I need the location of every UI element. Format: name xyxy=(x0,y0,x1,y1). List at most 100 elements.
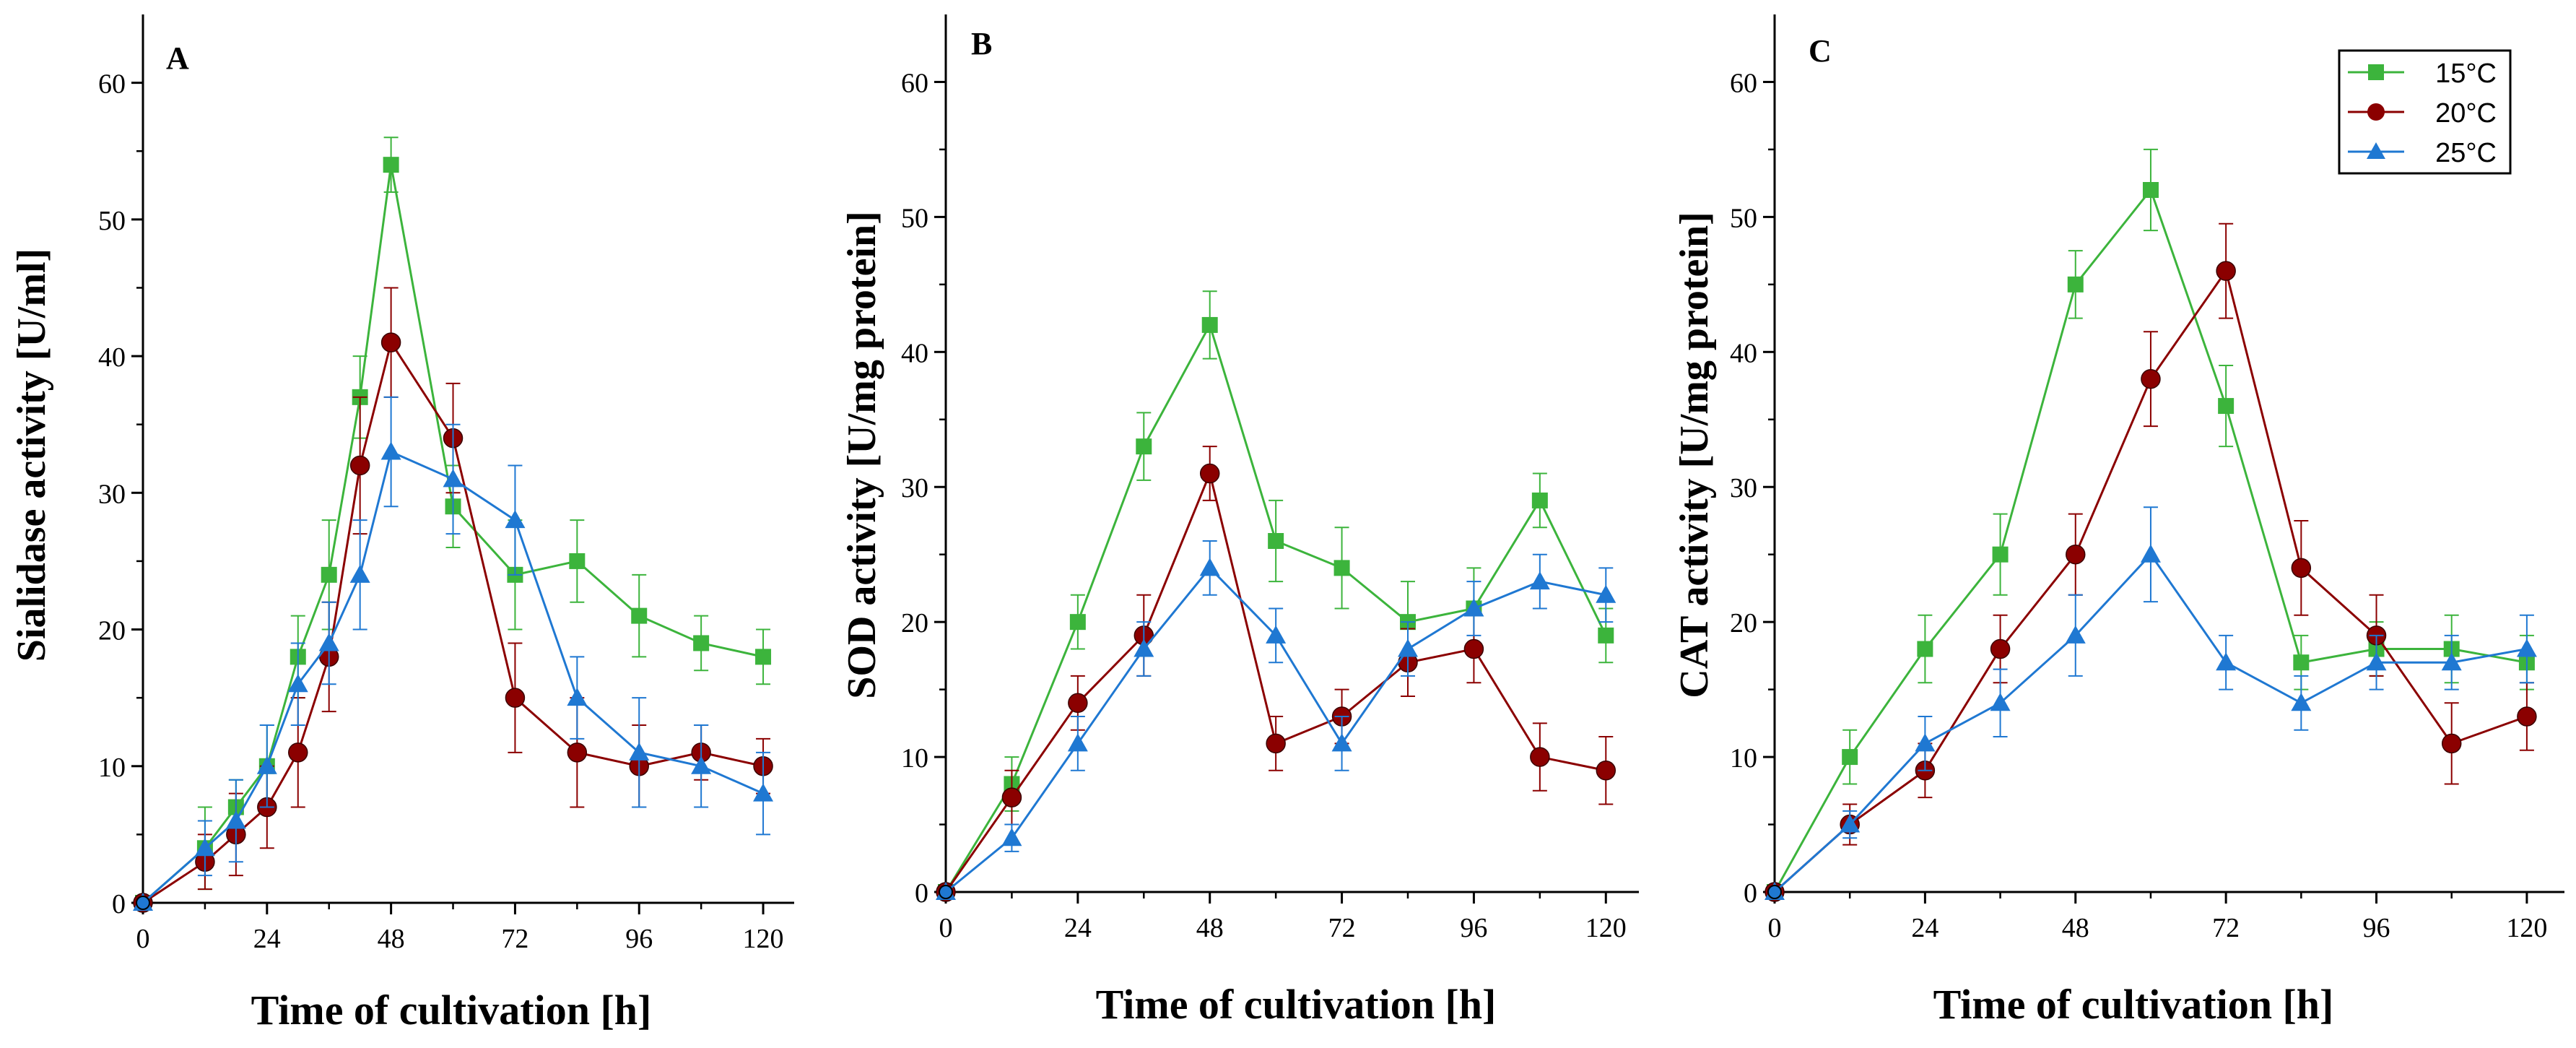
panel-c-ylabel: CAT activity [U/mg protein] xyxy=(1672,212,1717,698)
panel-c-x-tick-label: 120 xyxy=(2506,913,2547,943)
panel-c-y-tick-label: 50 xyxy=(1730,203,1757,233)
panel-c-point-25c xyxy=(2291,693,2312,711)
panel-a-point-25c xyxy=(380,441,401,460)
panel-b-ylabel: SOD activity [U/mg protein] xyxy=(840,211,884,699)
panel-b-y-tick-label: 30 xyxy=(901,473,928,503)
panel-a-y-tick-label: 10 xyxy=(98,753,126,783)
panel-b-point-20c xyxy=(1596,761,1616,781)
panel-a-point-25c xyxy=(225,810,246,829)
panel-c-point-15c xyxy=(1917,641,1933,657)
panel-a-line-25c xyxy=(142,450,764,904)
panel-b-y-tick-label: 10 xyxy=(901,743,928,774)
panel-a-ylabel: Sialidase activity [U/ml] xyxy=(9,248,54,662)
panel-a-point-25c xyxy=(567,688,588,706)
panel-c-point-25c xyxy=(2516,638,2537,657)
panel-b-point-25c xyxy=(1398,638,1418,657)
panel-a-x-tick-label: 72 xyxy=(501,924,528,954)
panel-b-x-tick-label: 0 xyxy=(939,913,953,943)
panel-c-label: C xyxy=(1809,33,1832,69)
panel-b-point-20c xyxy=(1068,693,1088,714)
panel-c-point-25c xyxy=(2216,652,2237,671)
panel-a-point-15c xyxy=(383,157,399,173)
panel-b-point-20c xyxy=(1463,638,1484,659)
panel-b-point-15c xyxy=(1598,627,1614,644)
panel-c-point-25c xyxy=(2140,544,2161,563)
panel-c-point-15c xyxy=(2293,654,2310,671)
panel-c-point-15c xyxy=(1842,749,1858,766)
panel-c-y-tick-label: 10 xyxy=(1730,743,1757,774)
panel-a-y-tick-label: 0 xyxy=(112,889,126,919)
panel-c-point-25c xyxy=(1990,693,2011,711)
panel-c-y-tick-label: 30 xyxy=(1730,473,1757,503)
panel-b-point-15c xyxy=(1531,492,1548,508)
panel-a-point-15c xyxy=(631,607,648,624)
panel-a-point-20c xyxy=(349,455,370,476)
panel-b-point-20c xyxy=(1530,747,1550,767)
panel-a-point-15c xyxy=(755,649,772,665)
panel-b-point-25c xyxy=(1266,625,1287,644)
panel-c-plot: 0 10 20 30 40 50 60 0 24 48 72 96 120 xyxy=(1730,14,2564,943)
panel-c-line-25c xyxy=(1773,553,2528,893)
panel-b-point-15c xyxy=(1268,533,1284,549)
panel-a-point-15c xyxy=(321,566,337,583)
panel-c-point-20c xyxy=(1990,638,2011,659)
panel-b-xlabel: Time of cultivation [h] xyxy=(1096,981,1497,1028)
panel-a-point-20c xyxy=(505,688,526,708)
panel-c-y-tick-label: 0 xyxy=(1744,878,1757,909)
panel-b-plot: 0 10 20 30 40 50 60 0 24 48 72 96 120 xyxy=(901,14,1639,943)
panel-b-point-25c xyxy=(1067,733,1088,752)
panel-a-point-20c xyxy=(380,332,401,352)
panel-c-point-25c xyxy=(2366,652,2387,671)
panel-c-point-20c xyxy=(2291,558,2312,579)
panel-a-plot: 0 10 20 30 40 50 60 0 24 48 72 96 120 xyxy=(98,14,794,954)
panel-b-y-tick-label: 40 xyxy=(901,338,928,368)
panel-c-point-20c xyxy=(2517,706,2537,727)
panel-b-point-20c xyxy=(1266,733,1286,754)
panel-a-point-25c xyxy=(194,838,215,857)
panel-a-x-tick-label: 120 xyxy=(743,924,784,954)
panel-b-point-25c xyxy=(1133,638,1154,657)
legend-marker-20c xyxy=(2367,103,2385,121)
panel-a-point-25c xyxy=(256,755,277,774)
legend-marker-15c xyxy=(2368,64,2384,80)
panel-a-y-tick-label: 20 xyxy=(98,616,126,646)
panel-b-origin-point xyxy=(939,885,953,899)
panel-a-point-25c xyxy=(318,633,339,651)
panel-b-label: B xyxy=(971,26,992,61)
panel-c-x-tick-label: 0 xyxy=(1768,913,1782,943)
legend-label-25c: 25°C xyxy=(2435,138,2497,168)
panel-c-point-15c xyxy=(2142,182,2159,198)
panel-b-point-15c xyxy=(1201,316,1218,333)
panel-c-point-15c xyxy=(1992,546,2009,563)
panel-c-y-tick-label: 60 xyxy=(1730,68,1757,98)
panel-c-origin-point xyxy=(1767,885,1782,899)
panel-b-point-25c xyxy=(1463,598,1484,617)
panel-a-point-25c xyxy=(443,469,464,488)
panel-c-point-15c xyxy=(2067,276,2084,293)
panel-c-point-25c xyxy=(1915,733,1936,752)
panel-a-y-tick-label: 50 xyxy=(98,206,126,236)
legend-item-25c: 25°C xyxy=(2348,138,2497,168)
panel-c-point-20c xyxy=(2441,733,2462,754)
panel-b-point-15c xyxy=(1136,438,1152,455)
panel-a-y-tick-label: 40 xyxy=(98,342,126,373)
panel-b-point-20c xyxy=(1199,463,1220,484)
panel-c-point-20c xyxy=(2066,544,2086,565)
panel-c-xlabel: Time of cultivation [h] xyxy=(1933,981,2334,1028)
panel-c-x-tick-label: 24 xyxy=(1911,913,1938,943)
panel-b-x-tick-label: 24 xyxy=(1064,913,1092,943)
panel-b-point-25c xyxy=(1001,828,1022,846)
panel-c-point-25c xyxy=(2065,625,2086,644)
panel-c-point-20c xyxy=(2141,368,2161,389)
panel-c-point-15c xyxy=(2218,398,2235,415)
panel-c-x-tick-label: 72 xyxy=(2212,913,2240,943)
panel-b-series-15c xyxy=(938,290,1614,900)
panel-b-point-20c xyxy=(1001,787,1022,807)
panel-c-point-20c xyxy=(2216,261,2236,281)
legend: 15°C 20°C 25°C xyxy=(2338,49,2512,175)
panel-b-y-tick-label: 20 xyxy=(901,608,928,638)
panel-b-point-25c xyxy=(1199,558,1220,576)
panel-b-y-tick-label: 50 xyxy=(901,203,928,233)
panel-c-point-25c xyxy=(2441,652,2462,671)
